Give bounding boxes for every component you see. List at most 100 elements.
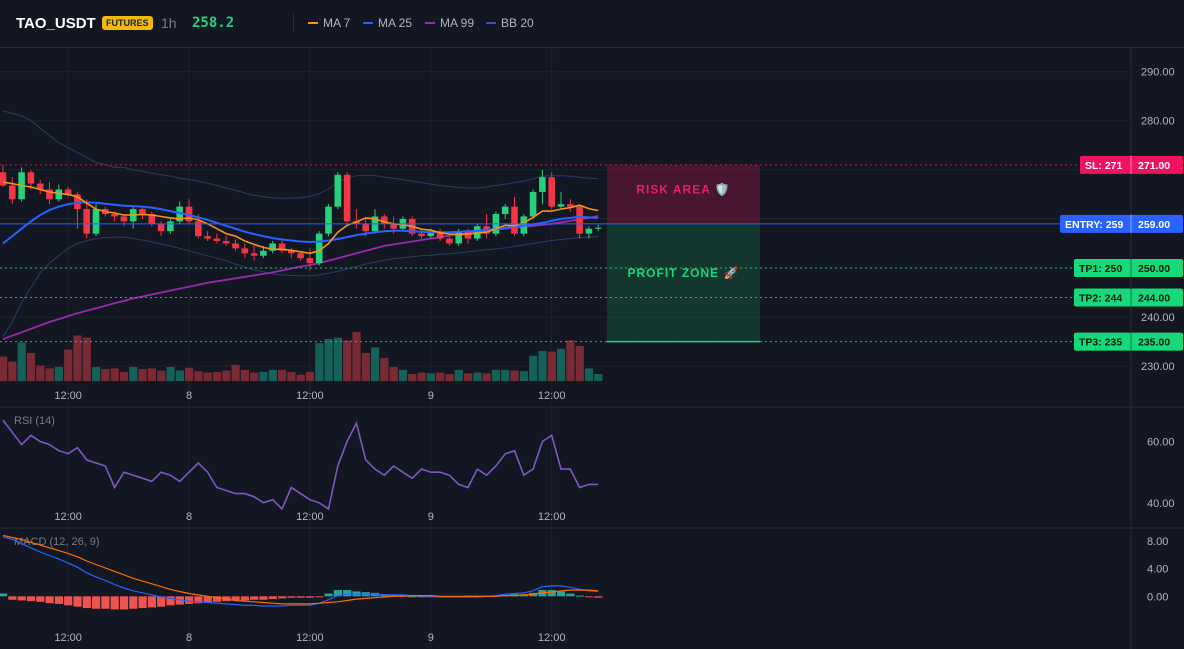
macd-histogram-bar [110,596,119,610]
volume-bar [333,337,342,381]
candle-body [27,172,35,184]
volume-bar [268,369,277,381]
candle-body [446,238,453,244]
macd-line [2,536,599,607]
candle-body [232,243,239,249]
futures-badge: FUTURES [102,16,153,30]
volume-bar [389,367,398,381]
time-tick-label: 12:00 [54,390,82,402]
time-tick-label: 9 [428,632,434,644]
volume-bar [259,371,268,381]
macd-histogram-bar [575,595,584,597]
level-label: TP1: 250 [1079,263,1122,275]
price-tick-label: 290.00 [1141,67,1175,79]
rsi-title: RSI (14) [14,415,55,427]
volume-bar [8,361,17,381]
level-price-label: 235.00 [1138,337,1170,349]
candle-body [436,231,444,239]
volume-bar [129,367,138,381]
chart-background [0,48,1184,649]
volume-bar [371,347,380,381]
legend-label: MA 99 [440,16,475,30]
macd-histogram-bar [92,596,101,609]
macd-histogram-bar [566,593,575,597]
macd-histogram-bar [36,596,45,602]
candle-body [585,228,593,234]
volume-bar [501,369,510,381]
volume-bar [45,368,54,381]
volume-bar [594,374,603,381]
macd-tick-label: 8.00 [1147,536,1168,548]
volume-bar [445,374,454,381]
macd-histogram-bar [185,596,194,604]
bb-upper-band [2,110,599,199]
volume-bar [343,340,352,381]
last-price: 258.2 [192,15,235,31]
time-tick-label: 12:00 [54,632,82,644]
candle-body [260,250,267,256]
time-tick-label: 8 [186,390,192,402]
candle-body [83,209,90,234]
legend-bb20[interactable]: BB 20 [486,16,534,30]
macd-histogram-bar [547,590,556,597]
volume-bar [147,368,156,381]
risk-area-label: RISK AREA 🛡️ [636,182,730,196]
macd-histogram-bar [584,596,594,598]
legend-label: MA 25 [378,16,413,30]
volume-bar [352,332,361,381]
volume-bar [240,369,249,381]
candle-body [0,172,7,186]
time-tick-label: 9 [428,511,434,523]
ma7-swatch [308,22,318,24]
volume-bar [305,371,315,381]
level-price-label: 271.00 [1138,160,1170,172]
macd-histogram-bar [194,596,203,604]
legend-ma99[interactable]: MA 99 [425,16,474,30]
macd-histogram-bar [26,596,36,602]
candle-body [148,214,156,224]
candle-body [427,231,435,237]
bb-lower-band [2,236,599,337]
price-tick-label: 230.00 [1141,361,1175,373]
header-divider [293,14,294,32]
volume-bar [0,356,8,381]
candle-body [213,238,221,241]
volume-bar [110,368,119,381]
volume-bar [26,353,36,381]
candle-body [269,243,276,251]
volume-bar [408,374,417,381]
price-tick-label: 240.00 [1141,312,1175,324]
legend-ma7[interactable]: MA 7 [308,16,350,30]
macd-histogram-bar [231,596,240,601]
volume-bar [17,342,26,381]
macd-histogram-bar [287,596,296,598]
macd-histogram-bar [147,596,156,608]
rsi-tick-label: 40.00 [1147,498,1175,510]
candle-body [501,206,509,214]
macd-histogram-bar [73,596,82,607]
symbol-name[interactable]: TAO_USDT [16,15,96,32]
macd-histogram-bar [343,590,352,597]
candle-body [455,231,462,244]
macd-histogram-bar [324,593,333,597]
level-label: SL: 271 [1085,160,1123,172]
volume-bar [361,353,370,381]
volume-bar [510,370,519,381]
volume-bar [557,348,566,381]
legend-ma25[interactable]: MA 25 [363,16,412,30]
macd-histogram-bar [64,596,73,606]
volume-bar [426,373,435,381]
candle-body [390,223,397,229]
candle-body [418,233,425,237]
candle-body [195,221,202,237]
candle-body [548,177,555,207]
volume-bar [185,367,194,381]
timeframe-label[interactable]: 1h [161,15,177,31]
volume-bar [82,337,91,381]
candle-body [9,185,16,200]
time-tick-label: 12:00 [296,390,324,402]
macd-histogram-bar [278,596,287,599]
candle-body [362,223,369,232]
bb20-swatch [486,22,496,24]
